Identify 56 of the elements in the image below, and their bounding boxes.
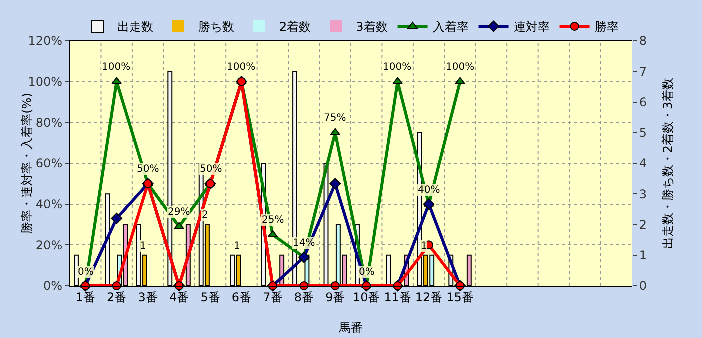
y2-tick-label: 3 xyxy=(639,187,648,202)
data-label: 1 xyxy=(140,241,146,252)
legend-label: 勝率 xyxy=(594,20,619,34)
data-label: 75% xyxy=(324,113,346,124)
x-tick-label: 9番 xyxy=(326,290,346,304)
data-label: 100% xyxy=(227,62,256,73)
x-tick-label: 4番 xyxy=(169,290,190,304)
data-label: 1 xyxy=(421,241,428,252)
y2-tick-label: 8 xyxy=(639,34,648,48)
x-tick-label: 8番 xyxy=(294,290,314,304)
y2-tick-label: 4 xyxy=(639,156,648,171)
y2-tick-label: 6 xyxy=(639,95,648,110)
x-tick-label: 5番 xyxy=(200,290,220,304)
y2-axis-title: 出走数・勝ち数・2着数・3着数 xyxy=(661,78,675,250)
x-tick-label: 11番 xyxy=(384,290,412,304)
data-label: 40% xyxy=(418,185,440,196)
y-axis-title: 勝率・連対率・入着率(%) xyxy=(20,93,34,234)
y-tick-label: 60% xyxy=(36,156,63,171)
x-axis-title: 馬番 xyxy=(338,321,363,335)
data-label: 100% xyxy=(383,62,412,73)
data-label: 0% xyxy=(359,267,375,278)
legend-label: 2着数 xyxy=(280,20,312,34)
x-tick-label: 10番 xyxy=(352,290,380,304)
y2-tick-label: 5 xyxy=(639,126,648,140)
x-tick-label: 12番 xyxy=(415,290,443,304)
data-label: 0% xyxy=(78,267,94,278)
data-label: 100% xyxy=(102,62,131,73)
data-label: 2 xyxy=(202,210,208,221)
x-tick-label: 3番 xyxy=(138,290,158,304)
y-tick-label: 120% xyxy=(28,34,63,48)
data-label: 25% xyxy=(262,215,284,226)
data-label: 1 xyxy=(234,241,240,252)
y-tick-label: 0% xyxy=(44,279,63,294)
legend-label: 入着率 xyxy=(432,20,469,34)
y2-tick-label: 1 xyxy=(639,248,648,263)
y2-tick-label: 7 xyxy=(639,64,648,79)
legend-label: 出走数 xyxy=(118,20,154,34)
data-label: 50% xyxy=(200,164,222,175)
y-tick-label: 20% xyxy=(36,238,63,252)
y-tick-label: 100% xyxy=(28,75,63,90)
data-label: 29% xyxy=(168,207,190,218)
legend-label: 勝ち数 xyxy=(198,20,234,34)
data-label: 50% xyxy=(137,164,160,175)
legend-label: 連対率 xyxy=(514,20,550,34)
y-tick-label: 40% xyxy=(36,198,63,212)
y2-tick-label: 0 xyxy=(639,279,648,294)
data-label: 14% xyxy=(293,238,316,249)
legend-label: 3着数 xyxy=(356,20,388,34)
y-tick-label: 80% xyxy=(36,116,63,130)
x-tick-label: 1番 xyxy=(76,290,96,304)
x-tick-label: 2番 xyxy=(107,290,127,304)
x-tick-label: 6番 xyxy=(232,290,252,304)
y2-tick-label: 2 xyxy=(639,218,648,232)
data-label: 100% xyxy=(446,62,475,73)
x-tick-label: 15番 xyxy=(446,290,474,304)
x-tick-label: 7番 xyxy=(263,290,283,304)
